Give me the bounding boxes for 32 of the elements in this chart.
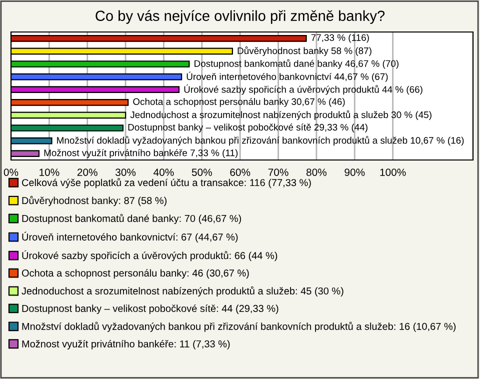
x-tick-label: 30% xyxy=(116,168,136,176)
data-label: Úrokové sazby spořicích a úvěrových produktů 44 % (66) xyxy=(184,84,422,95)
data-label: Dostupnost banky – velikost pobočkové sítě 29,33 % (44) xyxy=(128,124,368,132)
x-tick-label: 50% xyxy=(192,168,212,176)
legend-label: Jednoduchost a srozumitelnost nabízených produktů a služeb: 45 (30 %) xyxy=(22,286,344,297)
x-tick-label: 0% xyxy=(4,168,18,176)
data-label: Úroveň internetového bankovnictví 44,67 % (67) xyxy=(186,72,388,82)
legend-label: Možnost využít privátního bankéře: 11 (7,33 %) xyxy=(22,340,230,350)
chart-title: Co by vás nejvíce ovlivnilo při změně banky? xyxy=(96,10,385,24)
data-label: Dostupnost bankomatů dané banky 46,67 % (70) xyxy=(194,59,398,69)
x-tick-label: 60% xyxy=(230,168,250,176)
data-label: Ochota a schopnost personálu banky 30,67 % (46) xyxy=(133,98,345,107)
x-tick-label: 10% xyxy=(40,168,60,176)
legend-label: Celková výše poplatků za vedení účtu a transakce: 116 (77,33 %) xyxy=(22,178,311,188)
x-tick-label: 20% xyxy=(77,168,98,176)
legend-label: Úrokové sazby spořicích a úvěrových produktů: 66 (44 %) xyxy=(22,250,278,262)
legend-label: Množství dokladů vyžadovaných bankou při zřizování bankovních produktů a služeb: 16 (10,67 %) xyxy=(22,322,456,332)
x-tick-label: 90% xyxy=(344,168,365,176)
data-label: 77,33 % (116) xyxy=(311,34,369,43)
legend-label: Úroveň internetového bankovnictví: 67 (44,67 %) xyxy=(22,232,238,243)
x-tick-label: 100% xyxy=(380,168,406,176)
legend-label: Důvěryhodnost banky: 87 (58 %) xyxy=(22,196,167,206)
data-label: Množství dokladů vyžadovaných bankou při zřizování bankovních produktů a služeb 10,67 % (16) xyxy=(57,136,464,146)
x-tick-label: 40% xyxy=(154,168,174,176)
data-label: Možnost využít privátního bankéře 7,33 % (11) xyxy=(44,149,238,158)
x-tick-label: 70% xyxy=(268,168,288,176)
legend-label: Dostupnost bankomatů dané banky: 70 (46,67 %) xyxy=(22,214,242,224)
x-tick-label: 80% xyxy=(306,168,327,176)
data-label: Jednoduchost a srozumitelnost nabízených produktů a služeb 30 % (45) xyxy=(130,110,432,120)
legend-label: Dostupnost banky – velikost pobočkové sítě: 44 (29,33 %) xyxy=(22,304,278,314)
data-label: Důvěryhodnost banky 58 % (87) xyxy=(238,46,372,56)
legend-label: Ochota a schopnost personálu banky: 46 (30,67 %) xyxy=(22,269,249,279)
